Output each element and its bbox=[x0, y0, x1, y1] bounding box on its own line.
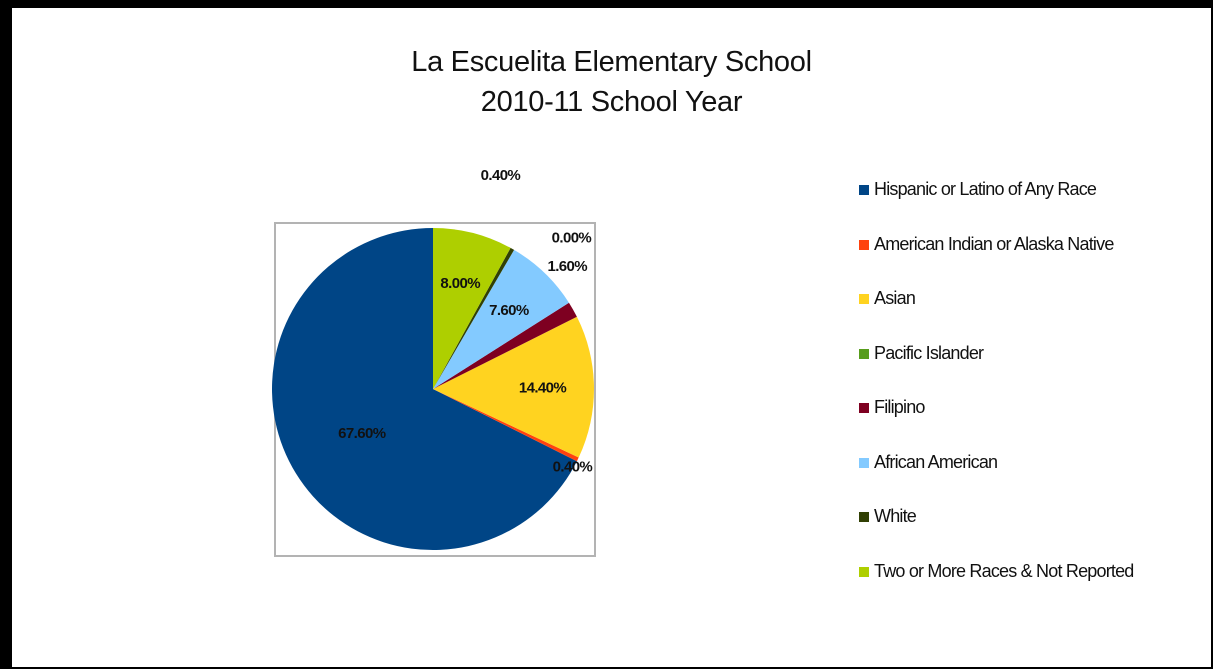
legend-item-white: White bbox=[859, 505, 1199, 527]
legend-item-hispanic-or-latino-of-any-race: Hispanic or Latino of Any Race bbox=[859, 178, 1199, 200]
legend-swatch bbox=[859, 348, 869, 359]
data-label-african-american: 7.60% bbox=[489, 302, 529, 319]
legend-swatch bbox=[859, 512, 869, 522]
legend-swatch bbox=[859, 185, 869, 195]
legend-label: Hispanic or Latino of Any Race bbox=[874, 179, 1097, 199]
legend-item-american-indian-or-alaska-native: American Indian or Alaska Native bbox=[859, 233, 1199, 255]
data-label-hispanic-or-latino-of-any-race: 67.60% bbox=[338, 425, 386, 442]
pie-slice-filipino bbox=[433, 302, 577, 389]
legend-item-filipino: Filipino bbox=[859, 396, 1199, 418]
chart-title-line-2: 2010-11 School Year bbox=[480, 86, 743, 118]
legend-swatch bbox=[859, 457, 869, 468]
legend-swatch bbox=[859, 239, 869, 250]
legend-item-asian: Asian bbox=[859, 287, 1199, 309]
legend-swatch bbox=[859, 566, 869, 577]
legend-label: Two or More Races & Not Reported bbox=[874, 560, 1134, 581]
data-label-two-or-more-races-and-not-reported: 8.00% bbox=[440, 275, 480, 292]
pie-slice-asian bbox=[433, 316, 595, 458]
pie-slice-white bbox=[433, 247, 515, 389]
legend-item-african-american: African American bbox=[859, 451, 1199, 473]
pie-slice-african-american bbox=[433, 249, 569, 389]
data-label-asian: 14.40% bbox=[519, 380, 567, 397]
legend-label: Pacific Islander bbox=[874, 342, 984, 363]
legend-label: White bbox=[874, 506, 917, 526]
chart-title-line-1: La Escuelita Elementary School bbox=[411, 46, 812, 78]
pie-slices bbox=[272, 228, 595, 550]
legend-item-pacific-islander: Pacific Islander bbox=[859, 342, 1199, 364]
chart-frame: La Escuelita Elementary School 2010-11 S… bbox=[12, 8, 1211, 667]
legend-label: American Indian or Alaska Native bbox=[874, 233, 1114, 254]
legend-swatch bbox=[859, 403, 869, 413]
data-label-white: 0.40% bbox=[481, 167, 521, 184]
data-label-filipino: 1.60% bbox=[547, 258, 587, 275]
legend-label: African American bbox=[874, 451, 998, 472]
pie-slice-american-indian-or-alaska-native bbox=[433, 389, 579, 462]
legend-swatch bbox=[859, 294, 869, 304]
legend-label: Filipino bbox=[874, 397, 925, 417]
legend-label: Asian bbox=[874, 288, 916, 308]
data-label-american-indian-or-alaska-native: 0.40% bbox=[553, 458, 593, 475]
pie-slice-hispanic-or-latino-of-any-race bbox=[272, 228, 577, 550]
data-label-pacific-islander: 0.00% bbox=[552, 230, 592, 247]
pie-chart: 67.60% 0.40% 14.40% 0.00% 1.60% 7.60% 0.40% 8.0… bbox=[272, 167, 596, 557]
pie-data-labels: 67.60% 0.40% 14.40% 0.00% 1.60% 7.60% 0.40% 8.0… bbox=[338, 167, 593, 475]
pie-slice-two-or-more-races-and-not-reported bbox=[433, 228, 511, 389]
legend-item-two-or-more-races-and-not-reported: Two or More Races & Not Reported bbox=[859, 560, 1199, 582]
